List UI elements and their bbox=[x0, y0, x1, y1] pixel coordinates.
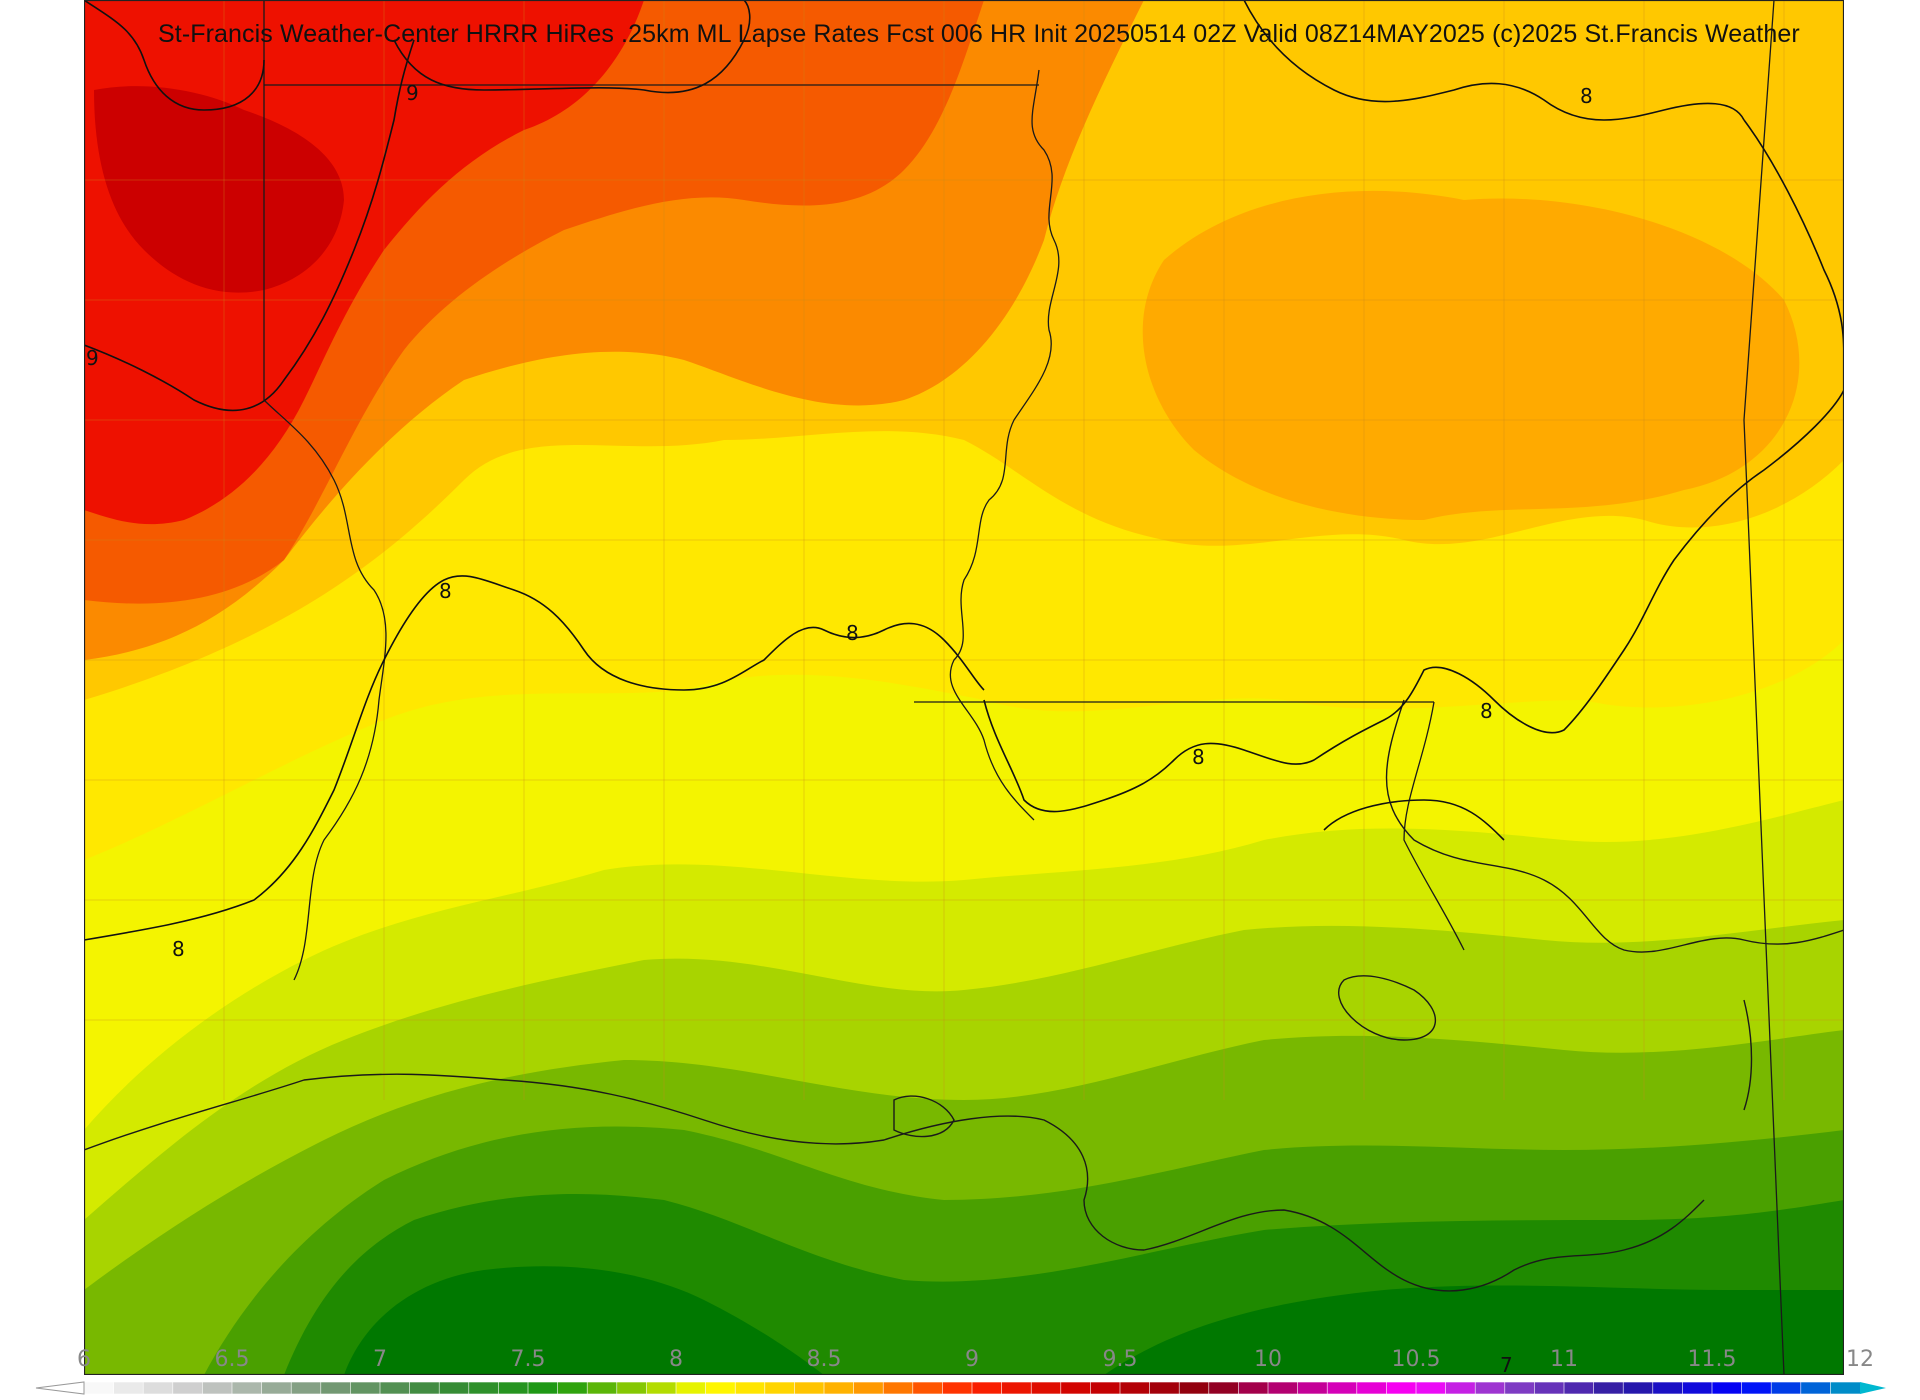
colorbar-tick-label: 8 bbox=[669, 1347, 683, 1372]
colorbar-swatch bbox=[350, 1381, 381, 1395]
colorbar-max-extend bbox=[1860, 1382, 1886, 1394]
colorbar-swatch bbox=[1622, 1381, 1654, 1395]
contours bbox=[84, 0, 1844, 941]
colorbar bbox=[35, 1381, 1886, 1395]
county-lines bbox=[84, 0, 1844, 1100]
colorbar-swatch bbox=[1741, 1381, 1772, 1395]
colorbar-swatch bbox=[1445, 1381, 1476, 1395]
colorbar-swatch bbox=[498, 1381, 529, 1395]
colorbar-tick-label: 7.5 bbox=[510, 1347, 546, 1372]
colorbar-swatch bbox=[1386, 1381, 1417, 1395]
contour-label: 8 bbox=[172, 937, 185, 961]
contour-labels: 9 9 8 8 8 8 8 8 8 7 bbox=[86, 81, 1593, 1375]
map-title: St-Francis Weather-Center HRRR HiRes .25… bbox=[158, 20, 1800, 48]
colorbar-swatch bbox=[231, 1381, 263, 1395]
colorbar-swatch bbox=[527, 1381, 559, 1395]
colorbar-swatch bbox=[1830, 1381, 1861, 1395]
colorbar-swatch bbox=[1711, 1381, 1743, 1395]
colorbar-swatch bbox=[1090, 1381, 1121, 1395]
contour-label: 8 bbox=[1580, 84, 1593, 108]
colorbar-swatch bbox=[1297, 1381, 1328, 1395]
colorbar-tick-label: 9.5 bbox=[1102, 1347, 1138, 1372]
map-panel: 9 9 8 8 8 8 8 8 8 7 bbox=[84, 0, 1844, 1375]
contour-label: 8 bbox=[1192, 745, 1205, 769]
colorbar-swatch bbox=[1415, 1381, 1447, 1395]
colorbar-swatch bbox=[1504, 1381, 1536, 1395]
colorbar-swatch bbox=[320, 1381, 352, 1395]
colorbar-swatch bbox=[616, 1381, 648, 1395]
colorbar-swatch bbox=[823, 1381, 855, 1395]
colorbar-swatch bbox=[261, 1381, 293, 1395]
colorbar-swatch bbox=[794, 1381, 825, 1395]
colorbar-swatch bbox=[705, 1381, 736, 1395]
colorbar-swatch bbox=[1001, 1381, 1032, 1395]
colorbar-swatch bbox=[912, 1381, 944, 1395]
colorbar-swatch bbox=[764, 1381, 796, 1395]
colorbar-swatch bbox=[1238, 1381, 1269, 1395]
colorbar-swatch bbox=[409, 1381, 441, 1395]
colorbar-tick-label: 11.5 bbox=[1687, 1347, 1737, 1372]
colorbar-tick-label: 7 bbox=[373, 1347, 387, 1372]
contour-label: 7 bbox=[1500, 1353, 1513, 1375]
colorbar-swatch bbox=[172, 1381, 204, 1395]
colorbar-tick-label: 6.5 bbox=[214, 1347, 250, 1372]
colorbar-swatch bbox=[1060, 1381, 1092, 1395]
colorbar-swatch bbox=[586, 1381, 618, 1395]
colorbar-swatch bbox=[202, 1381, 233, 1395]
colorbar-swatch bbox=[942, 1381, 973, 1395]
colorbar-swatch bbox=[1149, 1381, 1180, 1395]
colorbar-swatch bbox=[971, 1381, 1003, 1395]
colorbar-min-extend bbox=[35, 1381, 85, 1395]
colorbar-tick-label: 10 bbox=[1254, 1347, 1282, 1372]
colorbar-tick-label: 11 bbox=[1550, 1347, 1578, 1372]
colorbar-swatch bbox=[438, 1381, 470, 1395]
colorbar-swatch bbox=[1326, 1381, 1358, 1395]
colorbar-swatch bbox=[113, 1381, 144, 1395]
colorbar-swatch bbox=[1356, 1381, 1388, 1395]
colorbar-swatch bbox=[1593, 1381, 1624, 1395]
contour-label: 9 bbox=[406, 81, 419, 105]
colorbar-swatch bbox=[1770, 1381, 1802, 1395]
colorbar-swatch bbox=[83, 1381, 115, 1395]
contour-label: 8 bbox=[1480, 699, 1493, 723]
colorbar-tick-label: 6 bbox=[77, 1347, 91, 1372]
colorbar-swatch bbox=[646, 1381, 677, 1395]
colorbar-swatch bbox=[1682, 1381, 1713, 1395]
colorbar-tick-label: 9 bbox=[965, 1347, 979, 1372]
colorbar-tick-label: 8.5 bbox=[806, 1347, 842, 1372]
colorbar-swatch bbox=[557, 1381, 588, 1395]
colorbar-swatch bbox=[853, 1381, 884, 1395]
contour-label: 8 bbox=[439, 579, 452, 603]
colorbar-swatch bbox=[1474, 1381, 1506, 1395]
contour-label: 9 bbox=[86, 346, 99, 370]
colorbar-tick-label: 10.5 bbox=[1391, 1347, 1441, 1372]
colorbar-swatch bbox=[1563, 1381, 1595, 1395]
colorbar-swatch bbox=[1267, 1381, 1299, 1395]
colorbar-swatch bbox=[1534, 1381, 1565, 1395]
colorbar-tick-label: 12 bbox=[1846, 1347, 1874, 1372]
colorbar-swatch bbox=[1800, 1381, 1832, 1395]
contour-label: 8 bbox=[846, 621, 859, 645]
colorbar-swatch bbox=[379, 1381, 411, 1395]
band-red-dark bbox=[94, 86, 344, 293]
coastline bbox=[84, 699, 1844, 1292]
colorbar-swatch bbox=[734, 1381, 766, 1395]
colorbar-swatch bbox=[882, 1381, 914, 1395]
colorbar-swatch bbox=[142, 1381, 174, 1395]
colorbar-swatch bbox=[468, 1381, 500, 1395]
colorbar-swatch bbox=[1119, 1381, 1151, 1395]
colorbar-swatch bbox=[1652, 1381, 1684, 1395]
colorbar-swatch bbox=[290, 1381, 322, 1395]
lapse-rate-map: 9 9 8 8 8 8 8 8 8 7 bbox=[84, 0, 1844, 1375]
colorbar-swatch bbox=[1178, 1381, 1210, 1395]
band-green-deep bbox=[344, 1266, 1844, 1375]
colorbar-swatch bbox=[1208, 1381, 1240, 1395]
colorbar-swatch bbox=[1030, 1381, 1062, 1395]
colorbar-swatch bbox=[675, 1381, 707, 1395]
band-amber-east bbox=[1142, 190, 1800, 520]
